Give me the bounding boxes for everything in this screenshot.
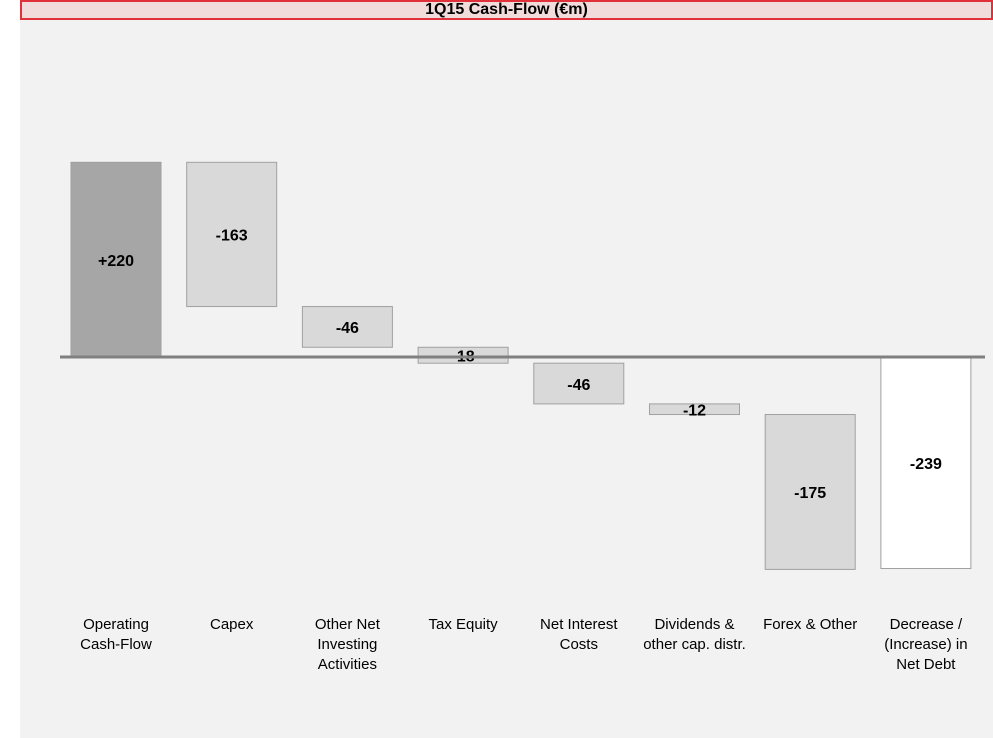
- value-label: -12: [683, 402, 706, 419]
- x-tick-label: Forex & Other: [763, 616, 858, 633]
- bar: [880, 356, 972, 570]
- bar: [186, 161, 278, 308]
- x-tick-label: Net Interest Costs: [540, 616, 618, 653]
- x-tick-label: Tax Equity: [428, 616, 498, 633]
- value-label: -46: [336, 320, 359, 337]
- x-tick-label: Capex: [210, 616, 254, 633]
- value-label: -46: [567, 377, 590, 394]
- chart-title: 1Q15 Cash-Flow (€m): [20, 0, 993, 20]
- bar: [301, 306, 393, 348]
- value-label: -175: [794, 485, 826, 502]
- bar: [533, 362, 625, 405]
- x-tick-label: Other Net Investing Activities: [314, 616, 380, 673]
- chart-background: [20, 0, 993, 738]
- value-label: +220: [98, 253, 134, 270]
- bar: [649, 403, 740, 416]
- x-tick-label: Operating Cash-Flow: [80, 616, 152, 653]
- x-tick-label: Dividends & other cap. distr.: [643, 616, 746, 653]
- x-tick-label: Decrease / (Increase) in Net Debt: [884, 616, 968, 673]
- value-label: -239: [910, 456, 942, 473]
- bar: [70, 161, 162, 358]
- value-label: -163: [216, 228, 248, 245]
- bar: [417, 346, 509, 364]
- bar: [764, 414, 856, 570]
